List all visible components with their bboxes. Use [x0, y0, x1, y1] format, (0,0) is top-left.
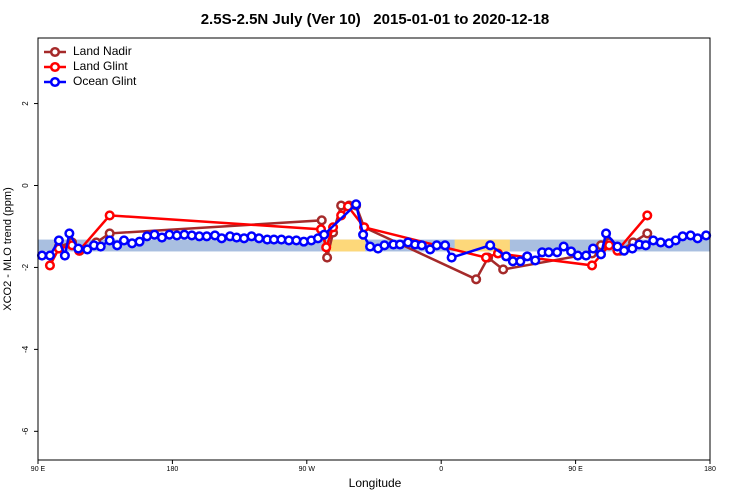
data-point: [480, 252, 492, 263]
data-point: [558, 241, 569, 252]
data-point: [640, 240, 651, 251]
data-point: [471, 274, 482, 285]
data-point: [701, 230, 712, 241]
x-tick-label: 0: [439, 466, 443, 473]
data-point: [604, 240, 615, 251]
y-tick-label: 0: [21, 183, 30, 188]
data-point: [498, 264, 509, 275]
y-tick-label: -4: [21, 345, 30, 353]
data-point: [581, 250, 592, 261]
x-tick-label: 90 E: [568, 466, 583, 473]
data-point: [104, 210, 115, 221]
data-point: [642, 210, 653, 221]
data-point: [322, 252, 333, 263]
data-point: [316, 215, 327, 226]
data-point: [485, 240, 496, 251]
legend-label: Land Nadir: [73, 44, 132, 58]
data-point: [365, 241, 376, 252]
data-point: [642, 228, 653, 239]
y-tick-label: -6: [21, 427, 30, 435]
y-tick-label: -2: [21, 263, 30, 271]
data-point: [112, 240, 123, 251]
x-axis-title: Longitude: [349, 476, 402, 490]
data-point: [586, 260, 598, 271]
data-point: [552, 247, 563, 258]
data-point: [95, 241, 106, 252]
data-point: [543, 247, 554, 258]
data-point: [416, 240, 427, 251]
data-point: [440, 240, 451, 251]
data-point: [358, 229, 369, 240]
data-point: [515, 256, 526, 267]
data-point: [677, 231, 688, 242]
data-point: [501, 251, 512, 262]
legend-marker: [49, 61, 61, 73]
data-point: [530, 255, 541, 266]
data-point: [619, 245, 630, 256]
x-tick-label: 90 W: [299, 466, 316, 473]
data-point: [572, 250, 583, 261]
data-point: [655, 237, 666, 248]
data-point: [394, 239, 406, 250]
data-point: [446, 252, 457, 263]
data-point: [522, 251, 533, 262]
data-point: [118, 235, 130, 246]
data-point: [134, 236, 145, 247]
band: [454, 239, 510, 252]
data-point: [253, 233, 265, 244]
data-point: [73, 243, 84, 254]
data-point: [216, 233, 227, 244]
data-point: [64, 228, 75, 239]
data-point: [431, 240, 442, 251]
data-point: [44, 250, 55, 261]
data-point: [601, 228, 612, 239]
data-point: [670, 235, 681, 246]
data-point: [104, 235, 115, 246]
y-axis-title: XCO2 - MLO trend (ppm): [2, 187, 14, 310]
data-point: [36, 250, 48, 261]
data-point: [379, 240, 390, 251]
legend-label: Ocean Glint: [73, 74, 137, 88]
x-tick-label: 180: [704, 466, 716, 473]
data-point: [351, 199, 362, 210]
legend-label: Land Glint: [73, 59, 128, 73]
legend-marker: [49, 76, 61, 88]
x-tick-label: 90 E: [31, 466, 46, 473]
data-point: [692, 233, 703, 244]
data-point: [319, 229, 330, 240]
data-point: [44, 260, 55, 271]
x-tick-label: 180: [167, 466, 179, 473]
data-point: [53, 235, 64, 246]
data-point: [321, 242, 332, 253]
chart-title: 2.5S-2.5N July (Ver 10) 2015-01-01 to 20…: [201, 11, 550, 28]
data-point: [588, 243, 599, 254]
band: [330, 239, 366, 252]
plot-frame: [37, 37, 711, 461]
data-point: [627, 243, 638, 254]
data-point: [59, 250, 70, 261]
y-tick-label: 2: [21, 101, 30, 106]
data-point: [595, 249, 607, 260]
data-point: [201, 231, 212, 242]
legend-marker: [49, 46, 61, 58]
